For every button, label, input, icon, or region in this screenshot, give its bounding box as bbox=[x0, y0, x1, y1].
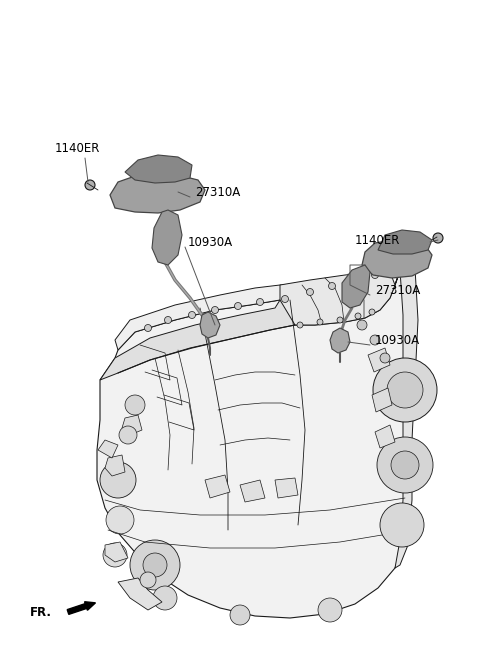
Circle shape bbox=[328, 283, 336, 290]
Circle shape bbox=[307, 288, 313, 296]
Polygon shape bbox=[375, 425, 395, 448]
Circle shape bbox=[189, 311, 195, 319]
Text: 27310A: 27310A bbox=[375, 284, 420, 298]
Circle shape bbox=[256, 298, 264, 306]
Circle shape bbox=[165, 317, 171, 323]
Circle shape bbox=[125, 395, 145, 415]
Circle shape bbox=[212, 307, 218, 313]
Polygon shape bbox=[105, 542, 128, 562]
Circle shape bbox=[230, 605, 250, 625]
Polygon shape bbox=[115, 285, 295, 350]
Polygon shape bbox=[152, 210, 182, 265]
Circle shape bbox=[317, 319, 323, 325]
Circle shape bbox=[351, 277, 359, 284]
Circle shape bbox=[380, 503, 424, 547]
Circle shape bbox=[391, 451, 419, 479]
Polygon shape bbox=[200, 312, 220, 338]
Polygon shape bbox=[378, 230, 432, 254]
Circle shape bbox=[377, 437, 433, 493]
Circle shape bbox=[281, 296, 288, 302]
Polygon shape bbox=[368, 348, 390, 372]
Circle shape bbox=[235, 302, 241, 309]
Polygon shape bbox=[110, 173, 205, 213]
Circle shape bbox=[373, 358, 437, 422]
Text: 10930A: 10930A bbox=[188, 237, 233, 250]
Circle shape bbox=[143, 553, 167, 577]
Text: 1140ER: 1140ER bbox=[55, 141, 100, 154]
Polygon shape bbox=[342, 265, 370, 308]
Circle shape bbox=[130, 540, 180, 590]
Polygon shape bbox=[125, 155, 192, 183]
Circle shape bbox=[85, 180, 95, 190]
Circle shape bbox=[355, 313, 361, 319]
Polygon shape bbox=[205, 475, 230, 498]
Polygon shape bbox=[118, 578, 162, 610]
Circle shape bbox=[103, 543, 127, 567]
Polygon shape bbox=[372, 388, 392, 412]
Circle shape bbox=[357, 320, 367, 330]
Circle shape bbox=[433, 233, 443, 243]
Polygon shape bbox=[100, 300, 295, 380]
Circle shape bbox=[297, 322, 303, 328]
Circle shape bbox=[140, 572, 156, 588]
Circle shape bbox=[144, 325, 152, 332]
Circle shape bbox=[337, 317, 343, 323]
Text: FR.: FR. bbox=[30, 606, 52, 618]
Polygon shape bbox=[275, 478, 298, 498]
Polygon shape bbox=[240, 480, 265, 502]
FancyArrow shape bbox=[67, 602, 96, 614]
Text: 10930A: 10930A bbox=[375, 334, 420, 348]
Circle shape bbox=[372, 271, 379, 279]
Polygon shape bbox=[105, 455, 125, 476]
Polygon shape bbox=[330, 328, 350, 353]
Circle shape bbox=[100, 462, 136, 498]
Polygon shape bbox=[122, 415, 142, 435]
Polygon shape bbox=[280, 272, 395, 325]
Circle shape bbox=[369, 309, 375, 315]
Text: 1140ER: 1140ER bbox=[355, 233, 400, 246]
Polygon shape bbox=[395, 258, 418, 568]
Polygon shape bbox=[98, 440, 118, 458]
Polygon shape bbox=[362, 240, 432, 278]
Text: 27310A: 27310A bbox=[195, 187, 240, 200]
Circle shape bbox=[370, 335, 380, 345]
Circle shape bbox=[119, 426, 137, 444]
Circle shape bbox=[106, 506, 134, 534]
Polygon shape bbox=[97, 258, 405, 618]
Circle shape bbox=[387, 372, 423, 408]
Circle shape bbox=[318, 598, 342, 622]
Circle shape bbox=[380, 353, 390, 363]
Circle shape bbox=[153, 586, 177, 610]
